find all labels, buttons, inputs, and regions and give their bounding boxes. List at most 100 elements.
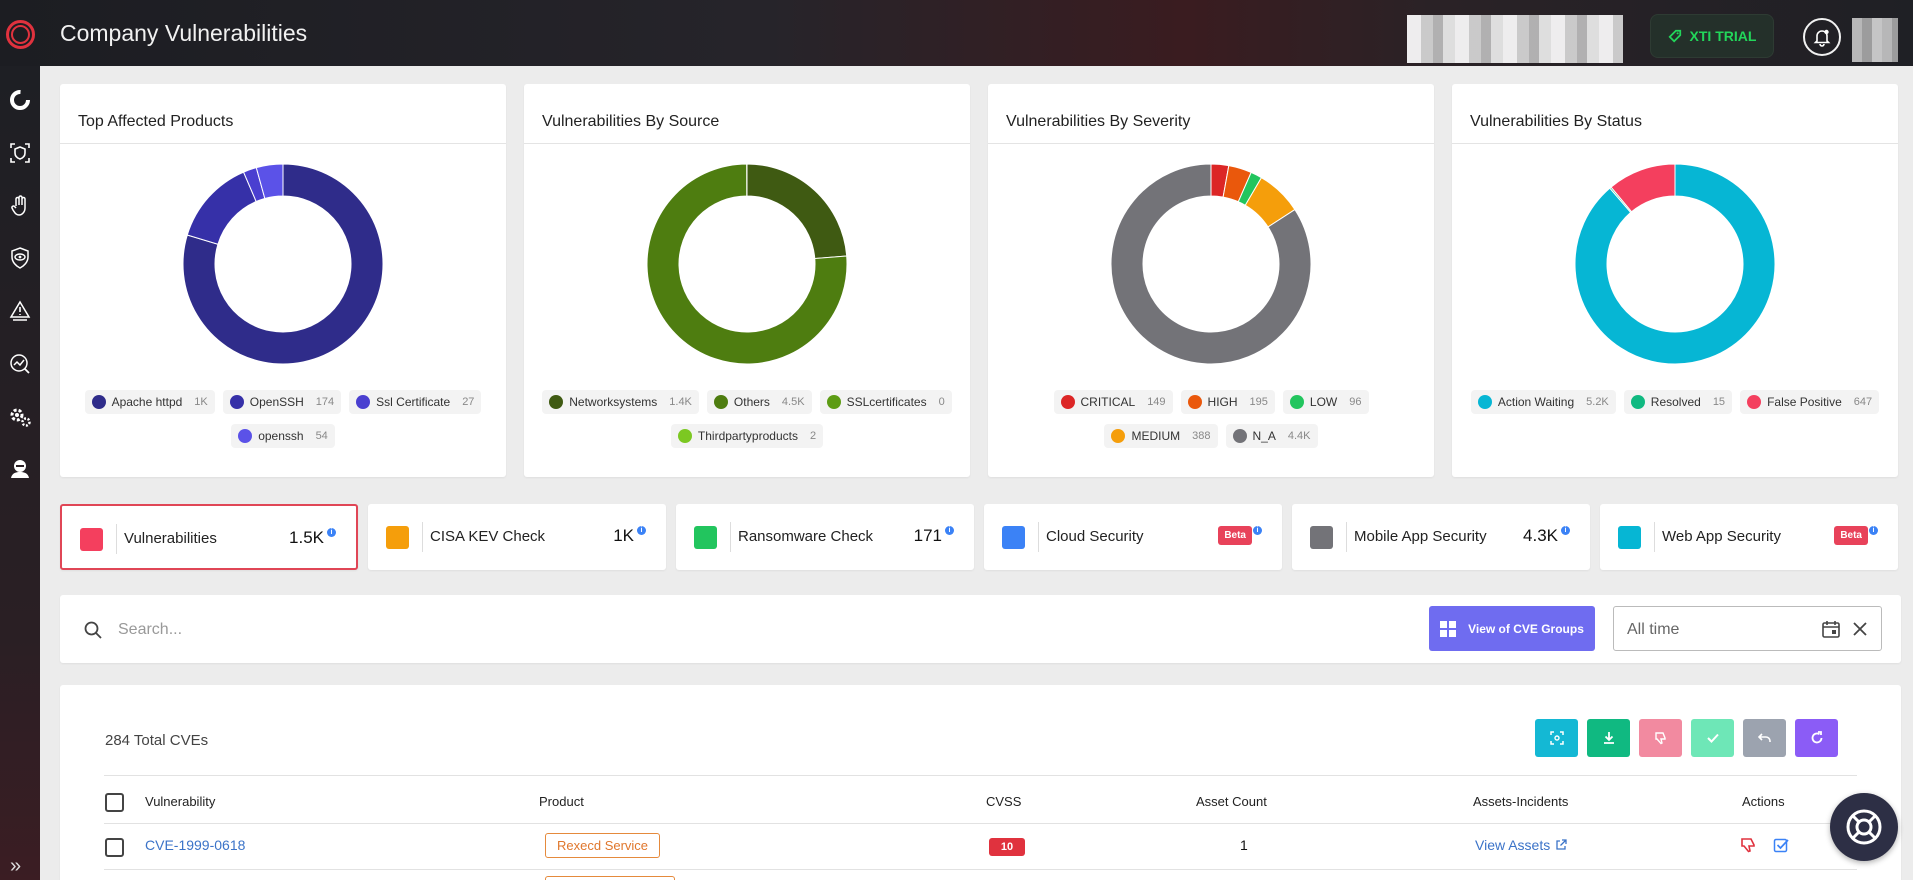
legend-item[interactable]: HIGH 195 [1180,390,1275,414]
sidebar-item-shield[interactable] [8,141,32,165]
legend-item[interactable]: Others 4.5K [706,390,812,414]
calendar-icon[interactable] [1821,619,1841,639]
tile-color-marker [694,526,717,549]
sidebar-item-eye-shield[interactable] [8,246,32,270]
sidebar-item-alert[interactable] [8,299,32,323]
legend-item[interactable]: N_A 4.4K [1225,424,1318,448]
check-square-icon[interactable] [1773,837,1789,853]
donut-slice-others[interactable] [647,164,847,364]
help-button[interactable] [1830,793,1898,861]
legend-swatch [677,429,692,443]
legend-item[interactable]: OpenSSH 174 [222,390,342,414]
legend-label: Action Waiting [1497,395,1575,409]
donut-chart-by-severity[interactable] [1111,164,1311,364]
donut-chart-top-products[interactable] [183,164,383,364]
lifebuoy-icon [1846,809,1882,845]
expand-sidebar-icon[interactable]: » [10,855,22,877]
legend-count: 0 [938,396,945,408]
info-icon[interactable]: i [327,528,336,537]
column-header-vulnerability[interactable]: Vulnerability [145,794,216,809]
column-header-cvss[interactable]: CVSS [986,794,1022,809]
donut-slice-n-a[interactable] [1111,164,1311,364]
donut-slice-false-positive[interactable] [1610,164,1676,213]
donut-slice-openssh[interactable] [186,171,257,245]
column-header-assets-incidents[interactable]: Assets-Incidents [1473,794,1569,809]
thumbs-down-icon[interactable] [1740,837,1758,853]
refresh-button[interactable] [1795,719,1838,757]
divider [104,823,1857,824]
legend-item[interactable]: Apache httpd 1K [84,390,215,414]
legend-item[interactable]: MEDIUM 388 [1104,424,1218,448]
mark-resolved-button[interactable] [1691,719,1734,757]
chart-title: Vulnerabilities By Severity [1006,113,1191,130]
legend-label: openssh [258,429,304,443]
legend-swatch [1111,429,1126,443]
tile-vulnerabilities[interactable]: Vulnerabilities 1.5K i [60,504,358,570]
trial-label: XTI TRIAL [1689,28,1757,44]
legend-label: Others [733,395,770,409]
info-icon[interactable]: i [1869,526,1878,535]
column-header-product[interactable]: Product [539,794,584,809]
tile-ransomware[interactable]: Ransomware Check 171 i [676,504,974,570]
legend-item[interactable]: Networksystems 1.4K [542,390,699,414]
legend-count: 4.5K [781,396,805,408]
donut-slice-networksystems[interactable] [746,164,847,260]
tile-count: 1.5K [289,528,324,547]
view-cve-groups-button[interactable]: View of CVE Groups [1429,606,1595,651]
sidebar: » [0,66,40,880]
donut-chart-by-source[interactable] [647,164,847,364]
donut-slice-action-waiting[interactable] [1575,164,1775,364]
legend-count: 195 [1249,396,1268,408]
sidebar-item-hacker[interactable] [8,457,32,481]
scan-button[interactable] [1535,719,1578,757]
view-assets-link[interactable]: View Assets [1475,837,1567,853]
info-icon[interactable]: i [1561,526,1570,535]
legend-item[interactable]: False Positive 647 [1740,390,1880,414]
legend-item[interactable]: SSLcertificates 0 [819,390,952,414]
tile-cisa-kev[interactable]: CISA KEV Check 1K i [368,504,666,570]
chart-card-top-products: Top Affected Products Apache httpd 1K Open… [60,84,506,477]
legend-item[interactable]: CRITICAL 149 [1053,390,1173,414]
info-icon[interactable]: i [637,526,646,535]
chart-title: Vulnerabilities By Status [1470,113,1642,130]
sidebar-item-analytics[interactable] [8,352,32,376]
sidebar-item-hand[interactable] [8,194,32,218]
donut-slice-apache-httpd[interactable] [183,164,383,364]
download-button[interactable] [1587,719,1630,757]
sidebar-item-dashboard[interactable] [8,88,32,112]
legend-item[interactable]: openssh 54 [231,424,335,448]
info-icon[interactable]: i [1253,526,1262,535]
shield-scan-icon [10,143,30,163]
legend-swatch [356,395,371,409]
legend-item[interactable]: Resolved 15 [1623,390,1733,414]
tile-mobile-app-security[interactable]: Mobile App Security 4.3K i [1292,504,1590,570]
info-icon[interactable]: i [945,526,954,535]
legend-item[interactable]: LOW 96 [1282,390,1369,414]
tile-cloud-security[interactable]: Cloud Security Beta i [984,504,1282,570]
notifications-button[interactable] [1803,18,1841,56]
legend-item[interactable]: Action Waiting 5.2K [1470,390,1616,414]
tile-web-app-security[interactable]: Web App Security Beta i [1600,504,1898,570]
undo-button[interactable] [1743,719,1786,757]
app-logo[interactable] [6,20,35,49]
legend-item[interactable]: Thirdpartyproducts 2 [670,424,824,448]
donut-chart-by-status[interactable] [1575,164,1775,364]
close-icon[interactable] [1851,620,1869,638]
avatar[interactable] [1852,18,1898,62]
column-header-asset-count[interactable]: Asset Count [1196,794,1267,809]
sidebar-item-settings[interactable] [8,405,32,429]
date-range-field[interactable]: All time [1613,606,1882,651]
mark-false-positive-button[interactable] [1639,719,1682,757]
donut-slice-openssh[interactable] [255,164,284,200]
cve-table-card: 284 Total CVEs Vulnerability Product CVS… [60,685,1901,880]
row-checkbox[interactable] [105,838,124,857]
tag-icon [1668,29,1681,43]
select-all-checkbox[interactable] [105,793,124,812]
legend-swatch [713,395,728,409]
legend-label: MEDIUM [1131,429,1181,443]
trial-button[interactable]: XTI TRIAL [1650,14,1774,58]
cve-link[interactable]: CVE-1999-0618 [145,837,246,853]
legend-item[interactable]: Ssl Certificate 27 [349,390,482,414]
search-input[interactable] [118,615,1018,645]
gears-icon [10,408,31,427]
